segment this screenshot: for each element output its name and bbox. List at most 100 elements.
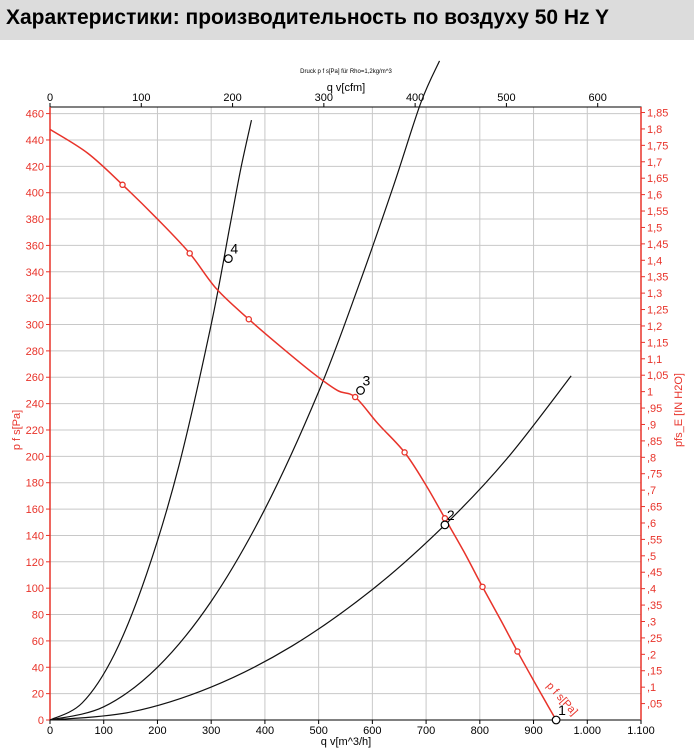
y-tick-label: 160 (26, 504, 44, 516)
x-tick-label: 700 (417, 725, 435, 737)
page-title: Характеристики: производительность по во… (6, 6, 610, 29)
y-tick-label: 60 (32, 636, 44, 648)
fan-curve-marker (514, 648, 521, 655)
y-right-tick-label: 1,15 (647, 337, 668, 349)
x-tick-label: 400 (256, 725, 274, 737)
y-tick-label: 340 (26, 267, 44, 279)
y-right-tick-label: ,05 (647, 699, 662, 711)
y-right-tick-label: ,3 (647, 616, 656, 628)
x-tick-label: 500 (309, 725, 327, 737)
y-tick-label: 300 (26, 320, 44, 332)
y-right-tick-label: 1,65 (647, 173, 668, 185)
y-tick-label: 100 (26, 583, 44, 595)
y-right-tick-label: ,9 (647, 419, 656, 431)
operating-point-label: 4 (230, 241, 238, 257)
y-right-tick-label: 1,2 (647, 321, 662, 333)
y-right-tick-label: 1,35 (647, 272, 668, 284)
fan-curve-marker (245, 315, 253, 323)
y-axis-label: p f s[Pa] (11, 410, 23, 450)
y-tick-label: 280 (26, 346, 44, 358)
axes: 0 100 200 300 400 500 600 700 800 900 1.000 1.10002… (11, 69, 685, 748)
fan-curve-marker (479, 583, 486, 591)
x-tick-label: 1.100 (627, 725, 655, 737)
y-right-tick-label: 1,1 (647, 354, 662, 366)
system-curve-2 (49, 375, 572, 721)
x-tick-label: 1.000 (574, 725, 602, 737)
y-tick-label: 460 (26, 109, 44, 121)
fan-curve (49, 128, 557, 721)
fan-curve-marker (119, 181, 126, 189)
y-right-tick-label: 1,85 (647, 108, 668, 120)
operating-points: 4 3 2 1 (223, 241, 566, 725)
y-right-tick-label: ,4 (647, 584, 656, 596)
x-tick-label: 600 (363, 725, 381, 737)
plot-area (50, 107, 641, 720)
x-axis-label: q v[m^3/h] (321, 736, 371, 748)
y-tick-label: 20 (32, 689, 44, 701)
y-tick-label: 200 (26, 451, 44, 463)
fan-curve-marker (401, 449, 408, 456)
y-right-tick-label: ,5 (647, 551, 656, 563)
x-tick-label: 300 (202, 725, 220, 737)
y-right-tick-label: 1,25 (647, 305, 668, 317)
chart-note: Druck p f s[Pa] für Rho=1,2kg/m^3 (300, 69, 392, 75)
y-tick-label: 440 (26, 135, 44, 147)
y-tick-label: 260 (26, 372, 44, 384)
y-right-tick-label: ,45 (647, 567, 662, 579)
y-tick-label: 320 (26, 293, 44, 305)
x-top-tick-label: 200 (223, 92, 241, 104)
y-tick-label: 120 (26, 557, 44, 569)
operating-point-label: 1 (558, 702, 566, 718)
y-right-tick-label: ,75 (647, 469, 662, 481)
y-right-tick-label: ,8 (647, 452, 656, 464)
system-curve-4 (49, 120, 253, 721)
fan-curve-marker (186, 250, 193, 257)
operating-point (551, 715, 561, 725)
y-right-tick-label: 1,05 (647, 370, 668, 382)
y-tick-label: 140 (26, 530, 44, 542)
y-tick-label: 400 (26, 188, 44, 200)
y-right-tick-label: ,15 (647, 666, 662, 678)
system-curve-3 (49, 60, 441, 721)
x-tick-label: 100 (95, 725, 113, 737)
y-right-tick-label: 1,55 (647, 206, 668, 218)
y-right-tick-label: 1,6 (647, 190, 662, 202)
y-tick-label: 180 (26, 478, 44, 490)
y-right-tick-label: ,7 (647, 485, 656, 497)
y-right-tick-label: 1,7 (647, 157, 662, 169)
y-right-tick-label: ,1 (647, 682, 656, 694)
x-tick-label: 0 (47, 725, 53, 737)
y-tick-label: 420 (26, 161, 44, 173)
operating-point (356, 386, 365, 395)
fan-curve-marker (351, 393, 359, 401)
y-right-tick-label: 1 (647, 387, 653, 399)
y-right-axis-label: pfs_E [IN H2O] (673, 373, 685, 447)
x-tick-label: 900 (524, 725, 542, 737)
y-tick-label: 360 (26, 240, 44, 252)
y-tick-label: 40 (32, 662, 44, 674)
y-tick-label: 80 (32, 610, 44, 622)
y-right-tick-label: ,35 (647, 600, 662, 612)
operating-point-label: 2 (447, 507, 455, 523)
y-right-tick-label: ,85 (647, 436, 662, 448)
y-right-tick-label: ,65 (647, 502, 662, 514)
y-right-tick-label: ,6 (647, 518, 656, 530)
x-tick-label: 200 (148, 725, 166, 737)
x-top-tick-label: 600 (589, 92, 607, 104)
y-right-tick-label: 1,4 (647, 255, 662, 267)
x-top-tick-label: 400 (406, 92, 424, 104)
y-right-tick-label: 1,75 (647, 140, 668, 152)
x-top-tick-label: 300 (315, 92, 333, 104)
grid (50, 107, 641, 720)
y-tick-label: 0 (38, 715, 44, 727)
y-right-tick-label: ,25 (647, 633, 662, 645)
x-top-tick-label: 100 (132, 92, 150, 104)
y-right-tick-label: 1,5 (647, 222, 662, 234)
y-right-tick-label: ,2 (647, 649, 656, 661)
y-tick-label: 380 (26, 214, 44, 226)
y-tick-label: 220 (26, 425, 44, 437)
y-right-tick-label: 1,45 (647, 239, 668, 251)
x-top-tick-label: 500 (497, 92, 515, 104)
operating-point (440, 520, 450, 530)
y-right-tick-label: ,55 (647, 534, 662, 546)
